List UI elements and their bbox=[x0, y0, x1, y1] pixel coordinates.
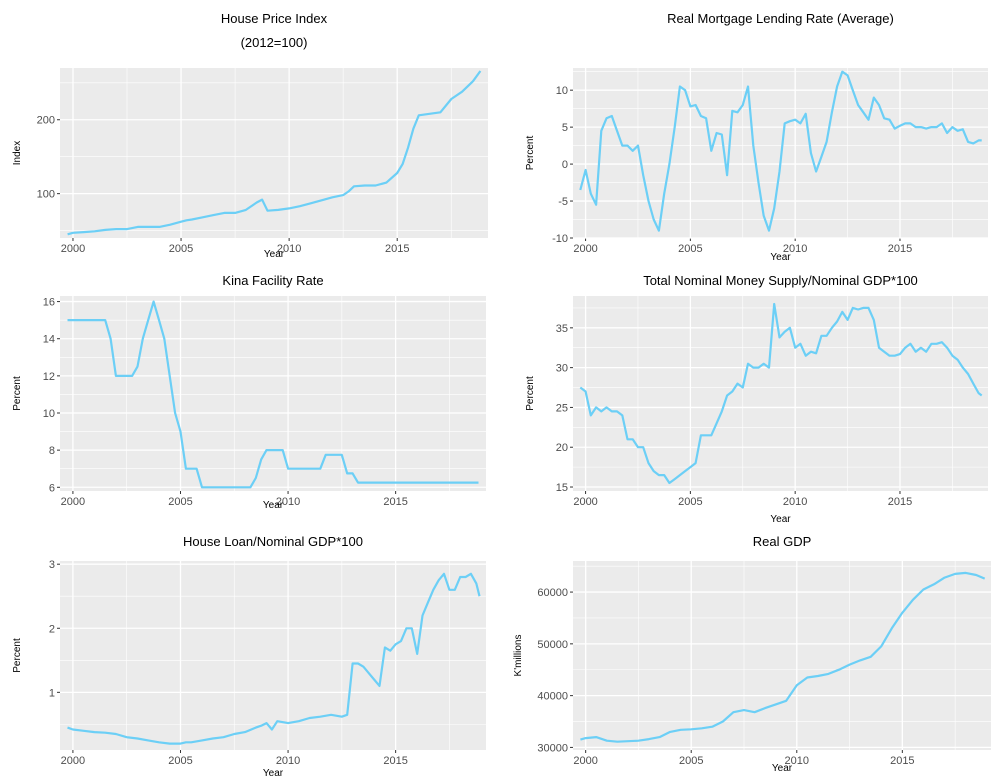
y-axis-label: Index bbox=[12, 141, 23, 165]
x-tick-label: 2015 bbox=[383, 496, 407, 508]
x-tick-label: 2015 bbox=[383, 755, 407, 767]
house-price-index-chart: 2000 2005 2010 2015 100 200 House Price Index (… bbox=[12, 11, 488, 260]
x-axis-label: Year bbox=[772, 763, 793, 774]
real-gdp-chart: 2000 2005 2010 2015 30000 40000 50000 60000 Real… bbox=[513, 534, 991, 774]
y-tick-label: 35 bbox=[556, 323, 568, 335]
money-supply-gdp-chart: 2000 2005 2010 2015 15 20 25 30 35 Total Nominal … bbox=[525, 273, 988, 525]
x-tick-label: 2005 bbox=[678, 496, 702, 508]
panel-real-mortgage-lending-rate: 2000 2005 2010 2015 -10 -5 0 5 10 Real Mortgage L… bbox=[498, 0, 995, 263]
y-tick-label: 1 bbox=[49, 687, 55, 699]
y-tick-label: -10 bbox=[552, 233, 568, 245]
x-tick-label: 2005 bbox=[168, 755, 192, 767]
x-tick-label: 2010 bbox=[783, 243, 807, 255]
kina-facility-rate-chart: 2000 2005 2010 2015 6 8 10 12 14 16 Kina Facility … bbox=[12, 273, 486, 511]
chart-title-house-price-index: House Price Index bbox=[221, 11, 328, 26]
x-tick-label: 2010 bbox=[277, 243, 301, 255]
y-tick-label: 16 bbox=[43, 297, 55, 309]
x-tick-label: 2005 bbox=[679, 755, 703, 767]
chart-title-kina-facility-rate: Kina Facility Rate bbox=[222, 273, 323, 288]
chart-title-total-nominal-money-supply-nominal-gdp-100: Total Nominal Money Supply/Nominal GDP*1… bbox=[643, 273, 918, 288]
series-line bbox=[67, 70, 482, 236]
x-tick-label: 2000 bbox=[61, 496, 85, 508]
series-line bbox=[67, 300, 479, 489]
x-tick-label: 2010 bbox=[276, 755, 300, 767]
x-tick-label: 2005 bbox=[168, 496, 192, 508]
x-tick-label: 2005 bbox=[678, 243, 702, 255]
series-line bbox=[579, 302, 983, 485]
plot-background bbox=[60, 561, 486, 750]
chart-title-real-gdp: Real GDP bbox=[753, 534, 812, 549]
plot-background bbox=[573, 296, 988, 491]
series-line bbox=[580, 571, 986, 743]
x-tick-label: 2000 bbox=[573, 243, 597, 255]
y-tick-label: 15 bbox=[556, 482, 568, 494]
x-tick-label: 2010 bbox=[276, 496, 300, 508]
panel-kina-facility-rate: 2000 2005 2010 2015 6 8 10 12 14 16 Kina Facility … bbox=[0, 262, 497, 524]
x-axis-label: Year bbox=[770, 514, 791, 525]
y-tick-label: 5 bbox=[562, 122, 568, 134]
chart-title-house-loan-nominal-gdp-100: House Loan/Nominal GDP*100 bbox=[183, 534, 363, 549]
real-mortgage-lending-rate-chart: 2000 2005 2010 2015 -10 -5 0 5 10 Real Mortgage L… bbox=[525, 11, 988, 263]
y-tick-label: 0 bbox=[562, 159, 568, 171]
x-tick-label: 2015 bbox=[890, 755, 914, 767]
x-tick-label: 2015 bbox=[888, 496, 912, 508]
x-axis-label: Year bbox=[770, 252, 791, 263]
panel-real-gdp: 2000 2005 2010 2015 30000 40000 50000 60000 Real… bbox=[498, 524, 995, 780]
y-tick-label: 12 bbox=[43, 371, 55, 383]
series-line bbox=[67, 572, 481, 745]
chart-title-real-mortgage-lending-rate-average: Real Mortgage Lending Rate (Average) bbox=[667, 11, 894, 26]
x-tick-label: 2000 bbox=[573, 496, 597, 508]
panel-money-supply-gdp: 2000 2005 2010 2015 15 20 25 30 35 Total Nominal … bbox=[498, 262, 995, 525]
x-tick-label: 2015 bbox=[385, 243, 409, 255]
y-tick-label: 6 bbox=[49, 482, 55, 494]
y-tick-label: 30 bbox=[556, 363, 568, 375]
y-tick-label: 8 bbox=[49, 445, 55, 457]
chart-subtitle: (2012=100) bbox=[241, 35, 308, 50]
y-tick-label: 10 bbox=[43, 408, 55, 420]
x-tick-label: 2005 bbox=[169, 243, 193, 255]
y-axis-label: Percent bbox=[12, 376, 23, 411]
y-tick-label: 200 bbox=[37, 115, 55, 127]
x-tick-label: 2000 bbox=[573, 755, 597, 767]
y-tick-label: 50000 bbox=[537, 639, 568, 651]
plot-background bbox=[60, 296, 486, 491]
y-tick-label: 60000 bbox=[537, 587, 568, 599]
y-axis-label: Percent bbox=[12, 638, 23, 673]
panel-house-price-index: 2000 2005 2010 2015 100 200 House Price Index (… bbox=[0, 0, 497, 262]
panel-house-loan-gdp: 2000 2005 2010 2015 1 2 3 House Loan/Nominal GD… bbox=[0, 524, 497, 780]
y-tick-label: 100 bbox=[37, 189, 55, 201]
y-axis-label: Percent bbox=[525, 376, 536, 411]
y-tick-label: 40000 bbox=[537, 691, 568, 703]
house-loan-gdp-chart: 2000 2005 2010 2015 1 2 3 House Loan/Nominal GD… bbox=[12, 534, 486, 779]
x-tick-label: 2000 bbox=[61, 755, 85, 767]
y-tick-label: 20 bbox=[556, 442, 568, 454]
x-tick-label: 2010 bbox=[783, 496, 807, 508]
series-line bbox=[579, 70, 982, 232]
x-axis-label: Year bbox=[264, 249, 285, 260]
x-axis-label: Year bbox=[263, 500, 284, 511]
x-tick-label: 2015 bbox=[888, 243, 912, 255]
plot-background bbox=[60, 68, 488, 238]
y-axis-label: K'millions bbox=[513, 635, 524, 677]
x-tick-label: 2000 bbox=[61, 243, 85, 255]
y-tick-label: 3 bbox=[49, 559, 55, 571]
x-tick-label: 2010 bbox=[785, 755, 809, 767]
y-tick-label: 30000 bbox=[537, 742, 568, 754]
y-tick-label: -5 bbox=[558, 196, 568, 208]
y-axis-label: Percent bbox=[525, 136, 536, 171]
x-axis-label: Year bbox=[263, 768, 284, 779]
y-tick-label: 14 bbox=[43, 334, 55, 346]
y-tick-label: 25 bbox=[556, 402, 568, 414]
y-tick-label: 10 bbox=[556, 85, 568, 97]
y-tick-label: 2 bbox=[49, 623, 55, 635]
